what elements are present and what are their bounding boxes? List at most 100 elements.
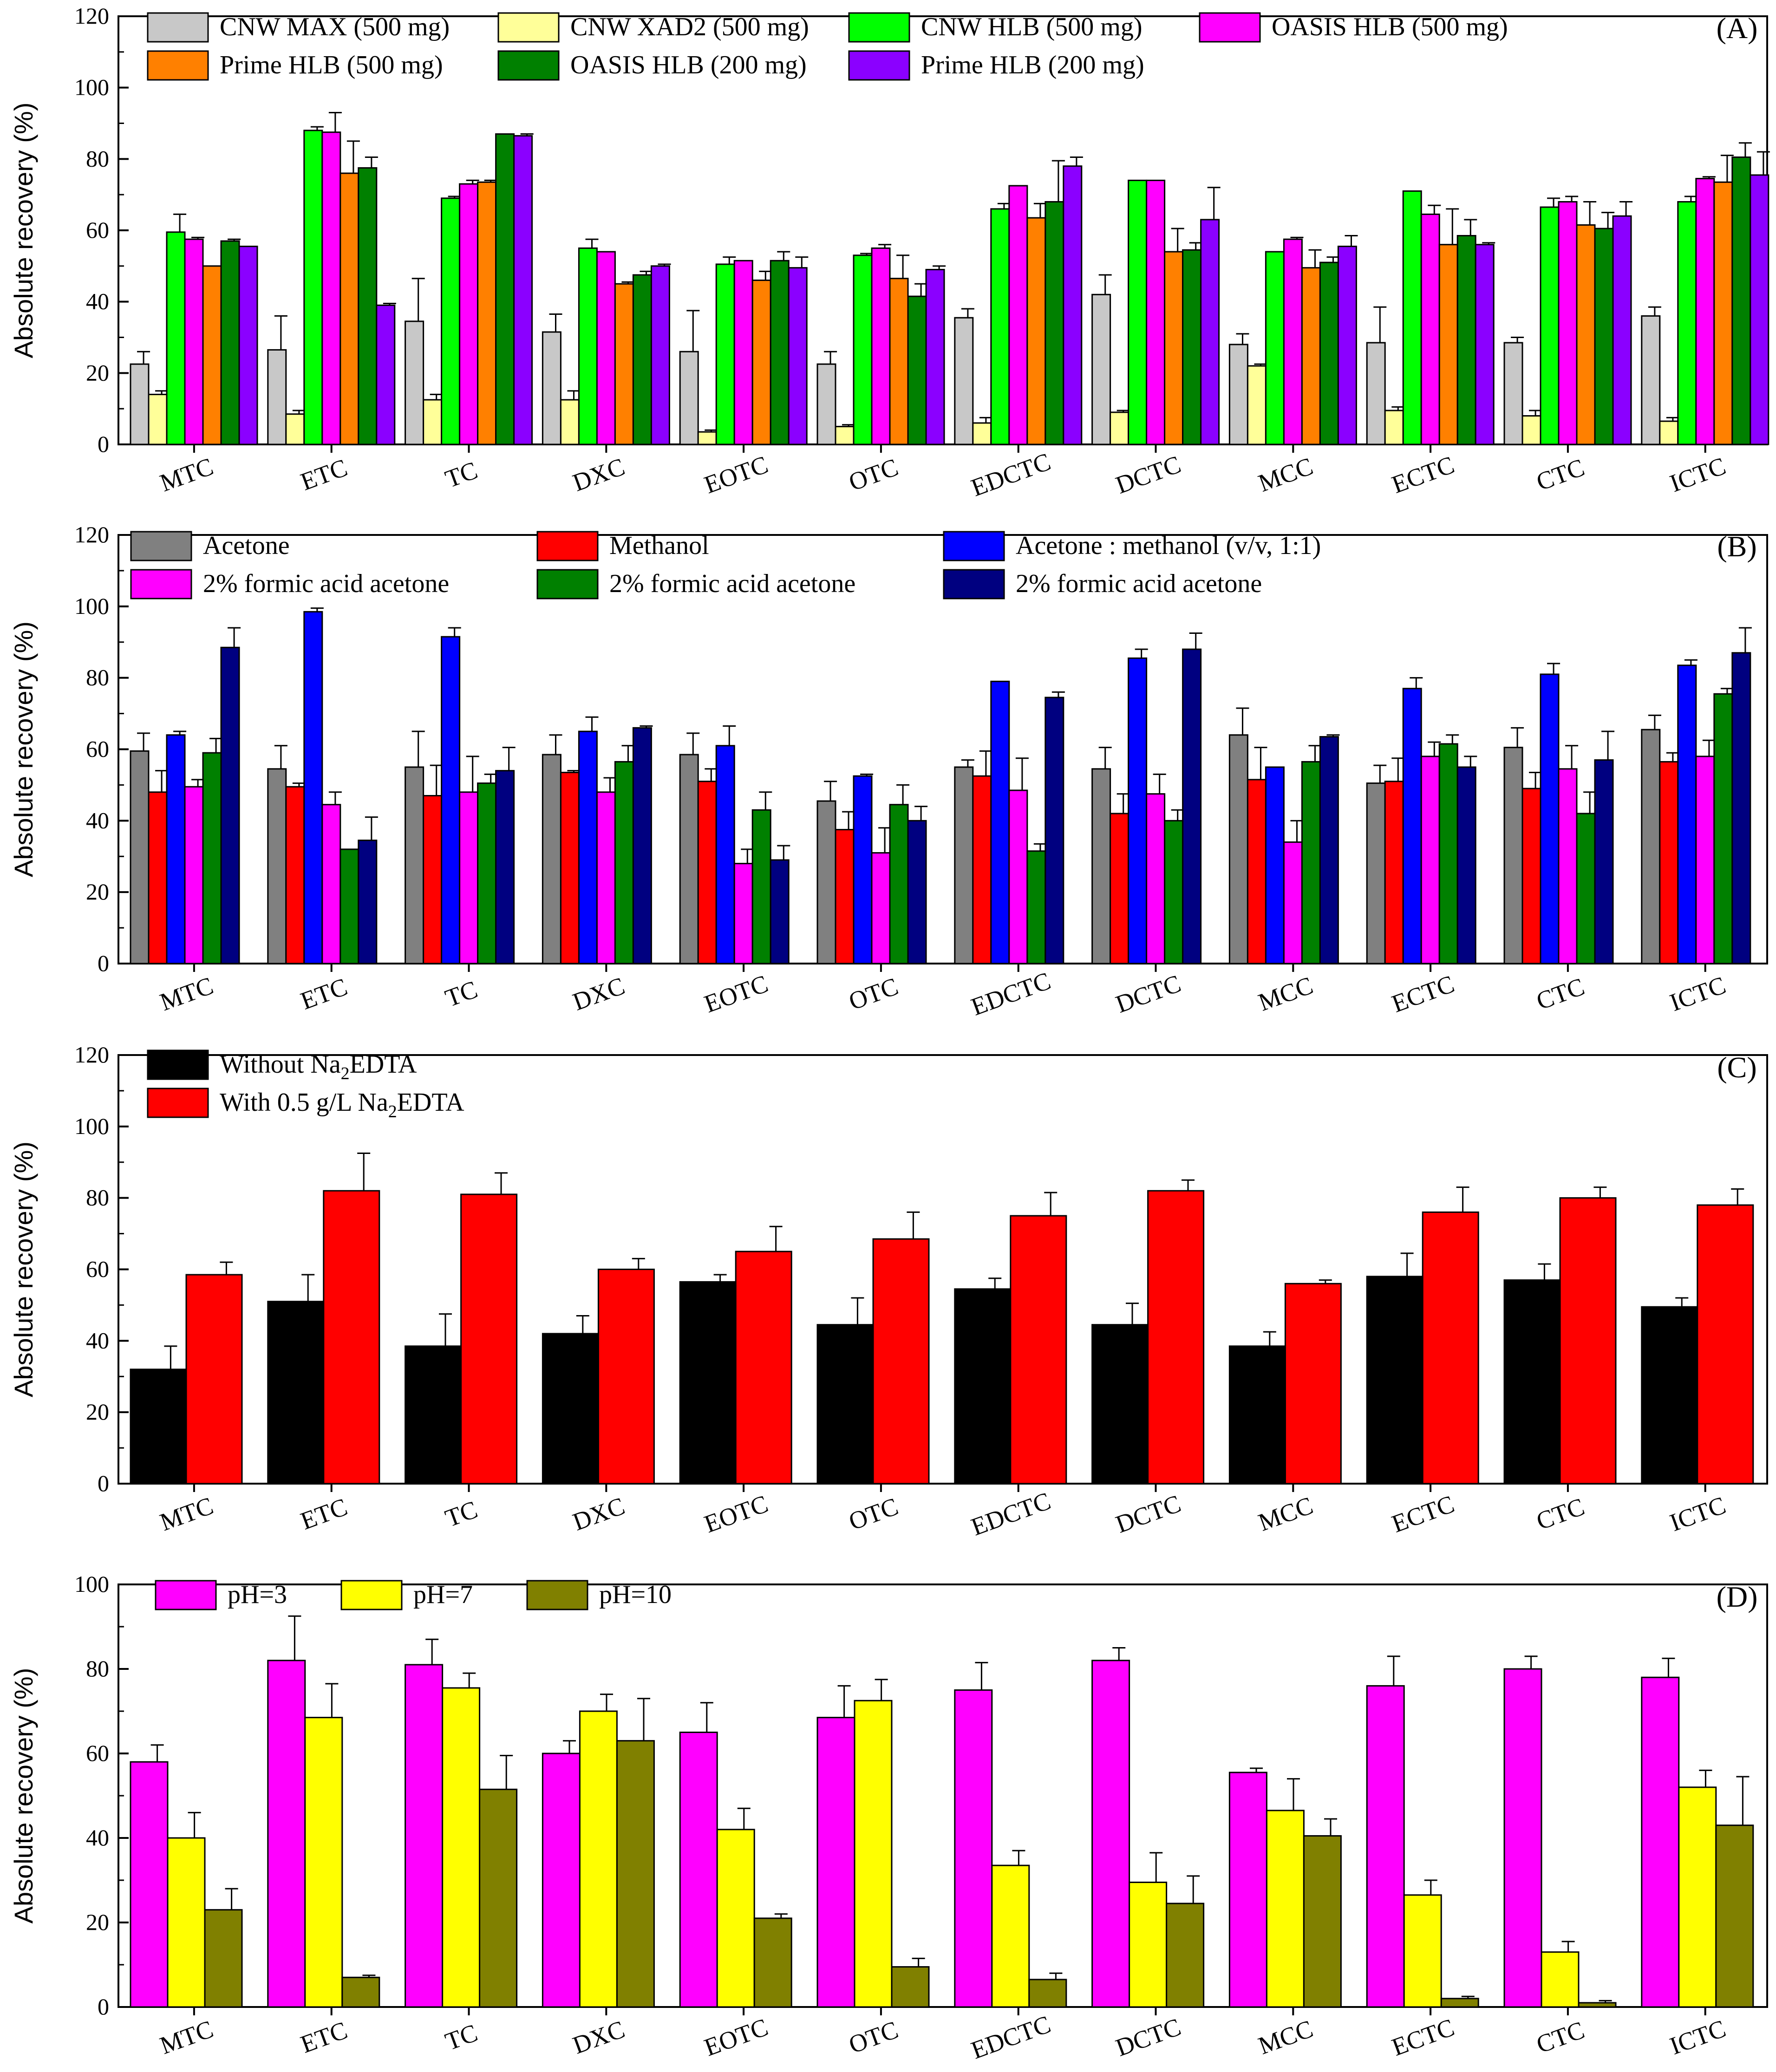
legend-label-part: EDTA <box>397 1088 464 1117</box>
y-tick-label: 100 <box>74 74 109 100</box>
legend-swatch <box>497 50 560 81</box>
bar <box>1750 174 1769 445</box>
bar <box>1559 1197 1617 1485</box>
bar <box>1091 1660 1130 2008</box>
bar <box>267 768 287 964</box>
bar <box>954 1689 993 2008</box>
bar <box>1283 841 1303 964</box>
y-tick-label: 0 <box>98 1470 109 1496</box>
bar <box>1366 342 1386 445</box>
bar <box>1384 410 1404 445</box>
bar <box>202 752 222 964</box>
bar <box>202 265 222 445</box>
legend-swatch <box>943 531 1005 561</box>
legend-swatch <box>147 12 209 43</box>
legend-swatch <box>526 1580 588 1610</box>
bar <box>166 734 186 964</box>
legend-swatch <box>147 1088 209 1118</box>
bar <box>130 363 150 445</box>
legend-label: OASIS HLB (500 mg) <box>1272 13 1508 41</box>
bar <box>459 183 479 445</box>
bar <box>990 680 1010 964</box>
legend-label-subscript: 2 <box>388 1102 397 1121</box>
bar <box>1641 1306 1698 1485</box>
bar <box>579 1710 618 2008</box>
bar <box>423 399 443 445</box>
bar <box>405 1664 444 2008</box>
bar <box>376 304 396 445</box>
legend-swatch <box>536 569 599 599</box>
bar <box>954 766 974 964</box>
bar <box>1503 1668 1542 2008</box>
bar <box>716 1829 755 2008</box>
bar <box>1164 820 1184 964</box>
bar <box>1403 1894 1442 2008</box>
legend-swatch <box>536 531 599 561</box>
y-tick-label: 100 <box>74 1113 109 1139</box>
bar <box>1612 215 1632 445</box>
bar <box>1521 415 1541 445</box>
bar <box>1028 1979 1067 2008</box>
y-tick-label: 0 <box>98 1994 109 2020</box>
bar <box>614 761 634 964</box>
bar <box>835 829 855 964</box>
bar <box>238 246 258 445</box>
panel-label: (D) <box>1717 1580 1758 1613</box>
bar <box>459 791 479 964</box>
bar <box>816 1324 874 1485</box>
bar <box>991 1864 1030 2008</box>
y-tick-label: 80 <box>86 1655 109 1681</box>
legend-label: 2% formic acid acetone <box>609 569 855 598</box>
bar <box>1366 782 1386 964</box>
y-tick-label: 40 <box>86 807 109 833</box>
bar <box>1247 365 1267 445</box>
bar <box>1456 235 1476 445</box>
bar <box>479 1788 518 2008</box>
y-tick-label: 100 <box>74 593 109 619</box>
bar <box>1384 781 1404 964</box>
bar <box>560 771 580 964</box>
bar <box>1677 665 1697 964</box>
bar <box>954 317 974 445</box>
bar <box>560 399 580 445</box>
y-tick-label: 120 <box>74 521 109 547</box>
bar <box>340 848 359 964</box>
bar <box>679 754 699 964</box>
y-tick-label: 60 <box>86 1256 109 1282</box>
bar <box>1541 1951 1580 2008</box>
bar <box>1402 688 1422 964</box>
bar <box>596 251 616 445</box>
bar <box>1303 1835 1342 2008</box>
bar <box>715 263 735 445</box>
y-tick-label: 80 <box>86 145 109 171</box>
bar <box>1641 1676 1680 2008</box>
bar <box>340 172 359 445</box>
bar <box>853 775 873 964</box>
y-tick-label: 40 <box>86 288 109 314</box>
bar <box>770 260 790 445</box>
bar <box>679 1732 718 2008</box>
bar <box>1558 201 1578 445</box>
bar <box>972 422 992 445</box>
bar <box>1713 181 1733 445</box>
bar <box>358 840 378 964</box>
legend-label: With 0.5 g/L Na2EDTA <box>220 1088 464 1121</box>
legend-label-part: Without Na <box>220 1050 341 1079</box>
y-axis-title: Absolute recovery (%) <box>9 1668 38 1924</box>
bar <box>1503 1279 1561 1485</box>
y-axis-title: Absolute recovery (%) <box>9 621 38 877</box>
bar <box>907 295 927 445</box>
legend-label-part: With 0.5 g/L Na <box>220 1088 388 1117</box>
legend-label: pH=10 <box>599 1580 672 1609</box>
bar <box>267 1660 306 2008</box>
bar <box>871 247 891 445</box>
bar <box>1576 224 1596 445</box>
bar <box>220 646 240 964</box>
bar <box>1045 697 1064 964</box>
bar <box>632 274 652 445</box>
bar <box>1128 657 1148 964</box>
bar <box>1659 420 1679 445</box>
y-tick-label: 40 <box>86 1824 109 1850</box>
bar <box>148 791 168 964</box>
bar <box>1695 756 1715 964</box>
